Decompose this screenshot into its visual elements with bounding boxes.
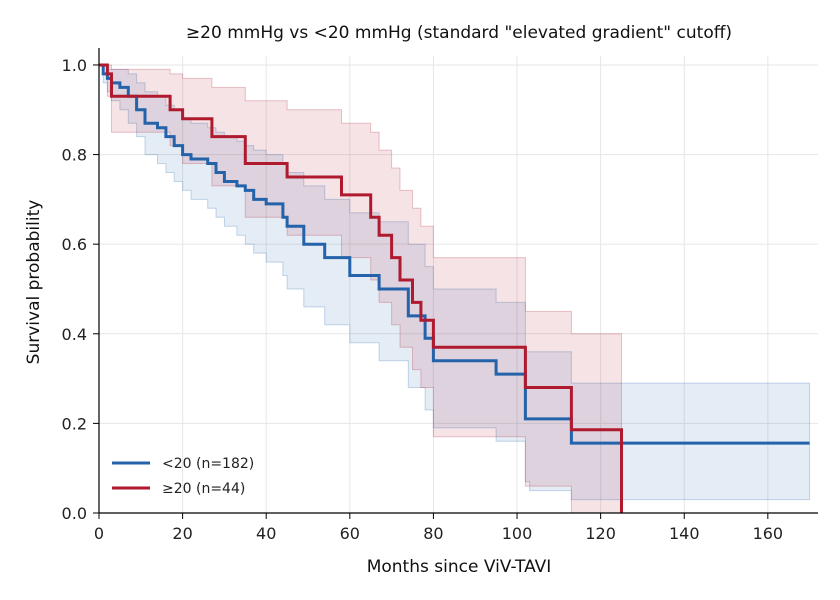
- x-tick-label: 160: [753, 524, 784, 543]
- legend: <20 (n=182) ≥20 (n=44): [112, 456, 254, 497]
- x-tick-label: 0: [94, 524, 104, 543]
- grid: [98, 56, 818, 514]
- y-axis-label: Survival probability: [24, 200, 44, 365]
- ci-band-0: [99, 64, 811, 501]
- x-tick-label: 100: [502, 524, 533, 543]
- x-axis-label: Months since ViV-TAVI: [367, 557, 552, 577]
- x-tick-label: 40: [256, 524, 276, 543]
- legend-label-ge20: ≥20 (n=44): [162, 481, 245, 497]
- x-tick-label: 140: [669, 524, 700, 543]
- survival-lines: [99, 63, 810, 513]
- y-tick-label: 0.0: [62, 504, 87, 523]
- ticks: 0 20 40 60 80 100 120 140 160 0.0 0.2 0.4 0.6 0.8 1.0: [62, 56, 784, 543]
- legend-label-lt20: <20 (n=182): [162, 456, 254, 472]
- x-tick-label: 60: [340, 524, 360, 543]
- chart-title: ≥20 mmHg vs <20 mmHg (standard "elevated…: [186, 23, 732, 43]
- x-tick-label: 80: [423, 524, 443, 543]
- survival-line-1: [99, 63, 623, 513]
- x-tick-label: 120: [585, 524, 616, 543]
- y-tick-label: 0.4: [62, 325, 87, 344]
- axes: [98, 48, 818, 514]
- x-tick-label: 20: [172, 524, 192, 543]
- y-tick-label: 1.0: [62, 56, 87, 75]
- y-tick-label: 0.6: [62, 235, 87, 254]
- confidence-bands: [99, 64, 811, 514]
- y-tick-label: 0.8: [62, 146, 87, 165]
- y-tick-label: 0.2: [62, 414, 87, 433]
